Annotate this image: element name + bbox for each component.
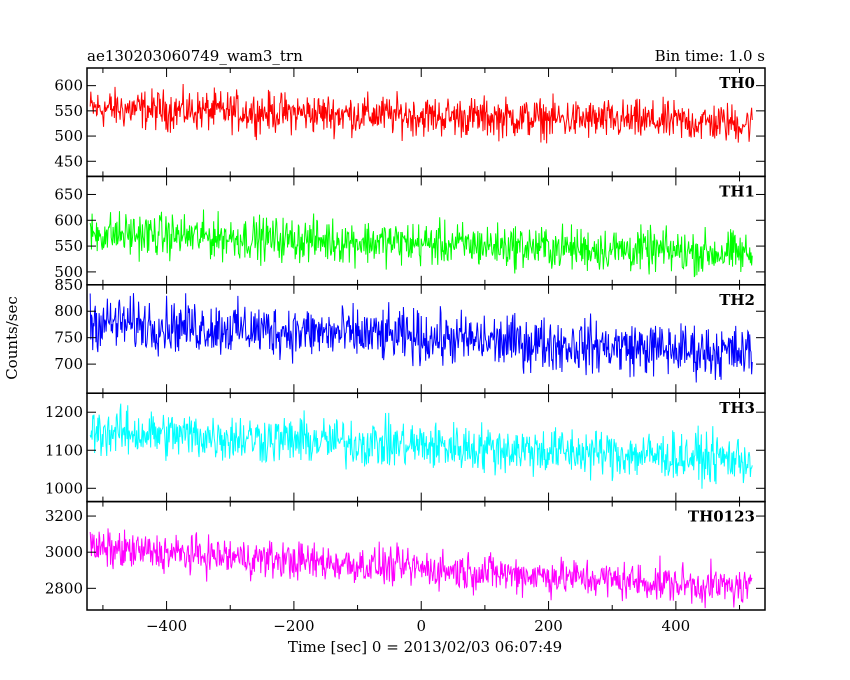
x-tick-label: 400 xyxy=(662,617,691,635)
series-label-th0123: TH0123 xyxy=(688,508,755,526)
y-axis-title: Counts/sec xyxy=(3,296,21,380)
y-tick-label: 550 xyxy=(54,237,83,255)
x-tick-label: −400 xyxy=(146,617,187,635)
y-tick-label: 600 xyxy=(54,77,83,95)
y-tick-label: 600 xyxy=(54,211,83,229)
series-line-th2 xyxy=(89,293,753,383)
y-tick-label: 1200 xyxy=(45,403,83,421)
y-tick-label: 2800 xyxy=(45,579,83,597)
y-tick-label: 450 xyxy=(54,152,83,170)
x-axis: −400 −200 0 200 400 xyxy=(146,617,690,635)
series-line-th1 xyxy=(89,209,753,278)
bin-time-label: Bin time: 1.0 s xyxy=(655,47,765,65)
series-line-th0 xyxy=(89,84,753,144)
panels: 450 500 550 600 TH0 500 550 600 650 TH1 700 750 800 8… xyxy=(45,67,766,611)
y-tick-label: 500 xyxy=(54,127,83,145)
panel-frame xyxy=(86,500,766,611)
x-tick-label: 0 xyxy=(416,617,426,635)
chart-title: ae130203060749_wam3_trn xyxy=(87,47,303,65)
y-tick-label: 1100 xyxy=(45,441,83,459)
series-label-th3: TH3 xyxy=(719,399,755,417)
y-tick-label: 500 xyxy=(54,263,83,281)
series-line-th0123 xyxy=(89,528,753,609)
x-tick-label: 200 xyxy=(534,617,563,635)
series-line-th3 xyxy=(89,403,753,489)
x-tick-label: −200 xyxy=(273,617,314,635)
series-label-th1: TH1 xyxy=(719,182,755,200)
panel-th3: 1000 1100 1200 TH3 xyxy=(45,392,766,503)
x-axis-title: Time [sec] 0 = 2013/02/03 06:07:49 xyxy=(288,638,562,656)
panel-th0: 450 500 550 600 TH0 xyxy=(54,67,766,178)
y-tick-label: 550 xyxy=(54,102,83,120)
y-tick-label: 650 xyxy=(54,185,83,203)
series-label-th2: TH2 xyxy=(719,291,755,309)
y-tick-label: 1000 xyxy=(45,479,83,497)
y-tick-label: 3200 xyxy=(45,507,83,525)
y-tick-label: 750 xyxy=(54,329,83,347)
y-tick-label: 850 xyxy=(54,276,83,294)
y-tick-label: 800 xyxy=(54,302,83,320)
series-label-th0: TH0 xyxy=(719,74,755,92)
panel-th0123: 2800 3000 3200 TH0123 xyxy=(45,500,766,611)
y-tick-label: 3000 xyxy=(45,543,83,561)
y-tick-label: 700 xyxy=(54,355,83,373)
panel-th1: 500 550 600 650 TH1 xyxy=(54,175,766,286)
panel-th2: 700 750 800 850 TH2 xyxy=(54,276,766,394)
